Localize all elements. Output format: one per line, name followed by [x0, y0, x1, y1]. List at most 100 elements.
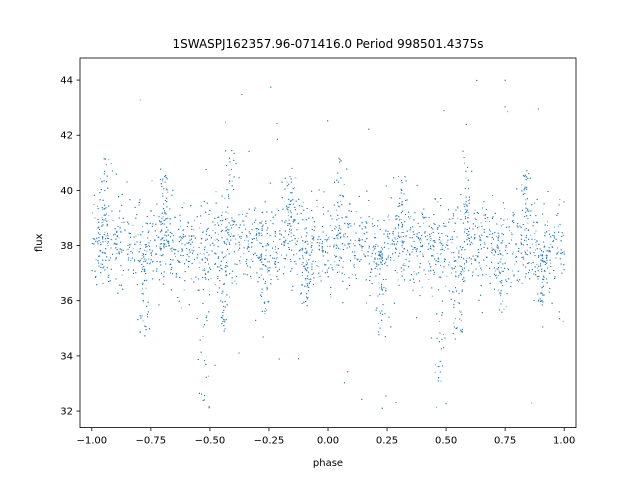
data-point	[253, 254, 255, 256]
data-point	[202, 230, 204, 232]
data-point	[468, 269, 470, 271]
data-point	[484, 215, 486, 217]
data-point	[412, 226, 414, 228]
data-point	[393, 243, 395, 245]
data-point	[483, 241, 485, 243]
data-point	[202, 326, 204, 328]
data-point	[116, 252, 118, 254]
data-point	[293, 234, 295, 236]
data-point	[149, 261, 151, 263]
data-point	[326, 238, 328, 240]
data-point	[172, 235, 174, 237]
data-point	[311, 251, 313, 253]
data-point	[381, 257, 383, 259]
data-point	[510, 232, 512, 234]
data-point	[433, 255, 435, 257]
data-point	[183, 202, 185, 204]
data-point	[193, 246, 195, 248]
data-point	[204, 277, 206, 279]
data-point	[284, 177, 286, 179]
data-point	[335, 235, 337, 237]
data-point	[432, 240, 434, 242]
data-point	[183, 289, 185, 291]
data-point	[397, 279, 399, 281]
data-point	[381, 319, 383, 321]
data-point	[289, 240, 291, 242]
data-point	[455, 271, 457, 273]
data-point	[306, 260, 308, 262]
data-point	[435, 260, 437, 262]
data-point	[228, 182, 230, 184]
data-point	[402, 241, 404, 243]
data-point	[274, 249, 276, 251]
data-point	[156, 245, 158, 247]
data-point	[102, 267, 104, 269]
data-point	[284, 241, 286, 243]
data-point	[160, 249, 162, 251]
data-point	[524, 250, 526, 252]
data-point	[145, 287, 147, 289]
data-point	[167, 191, 169, 193]
data-point	[284, 221, 286, 223]
data-point	[521, 234, 523, 236]
data-point	[193, 229, 195, 231]
data-point	[252, 260, 254, 262]
data-point	[514, 263, 516, 265]
data-point	[252, 238, 254, 240]
data-point	[226, 165, 228, 167]
data-point	[447, 248, 449, 250]
data-point	[561, 272, 563, 274]
data-point	[362, 246, 364, 248]
data-point	[380, 261, 382, 263]
data-point	[118, 253, 120, 255]
data-point	[469, 244, 471, 246]
data-point	[397, 234, 399, 236]
data-point	[246, 235, 248, 237]
data-point	[418, 232, 420, 234]
data-point	[275, 251, 277, 253]
data-point	[485, 256, 487, 258]
data-point	[180, 307, 182, 309]
data-point	[223, 319, 225, 321]
data-point	[378, 251, 380, 253]
data-point	[368, 216, 370, 218]
data-point	[175, 274, 177, 276]
data-point	[188, 256, 190, 258]
data-point	[348, 244, 350, 246]
data-point	[373, 248, 375, 250]
data-point	[236, 263, 238, 265]
data-point	[259, 256, 261, 258]
data-point	[340, 228, 342, 230]
data-point	[228, 234, 230, 236]
data-point	[401, 222, 403, 224]
data-point	[397, 237, 399, 239]
data-point	[443, 347, 445, 349]
data-point	[429, 263, 431, 265]
data-point	[124, 228, 126, 230]
data-point	[283, 266, 285, 268]
data-point	[305, 247, 307, 249]
data-point	[395, 247, 397, 249]
data-point	[99, 228, 101, 230]
data-point	[307, 284, 309, 286]
data-point	[139, 331, 141, 333]
data-point	[224, 321, 226, 323]
data-point	[224, 230, 226, 232]
data-point	[370, 271, 372, 273]
data-point	[405, 254, 407, 256]
data-point	[151, 180, 153, 182]
data-point	[530, 234, 532, 236]
data-point	[171, 194, 173, 196]
data-point	[440, 240, 442, 242]
data-point	[398, 227, 400, 229]
data-point	[250, 259, 252, 261]
data-point	[437, 289, 439, 291]
data-point	[371, 252, 373, 254]
data-point	[230, 224, 232, 226]
data-point	[489, 233, 491, 235]
data-point	[217, 233, 219, 235]
data-point	[190, 238, 192, 240]
data-point	[118, 237, 120, 239]
data-point	[228, 232, 230, 234]
data-point	[402, 242, 404, 244]
